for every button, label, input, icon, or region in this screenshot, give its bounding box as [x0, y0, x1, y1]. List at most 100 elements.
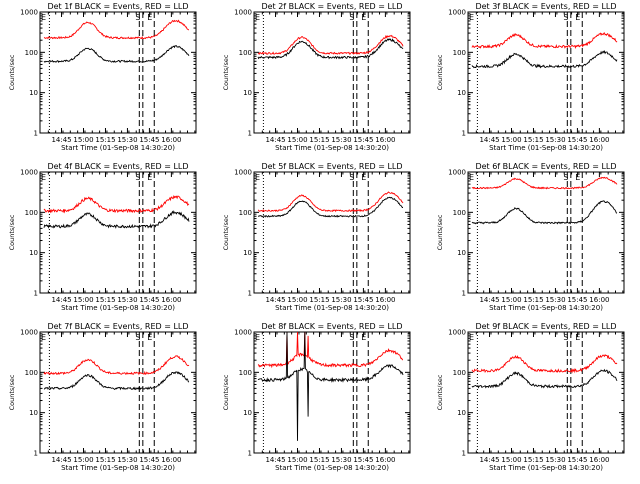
- y-axis-label: Counts/sec: [8, 54, 16, 90]
- series-line-events: [471, 49, 618, 69]
- y-axis-label: Counts/sec: [8, 374, 16, 410]
- x-tick-label: 15:45: [567, 296, 587, 304]
- marker-label-e: E: [361, 333, 366, 342]
- x-tick-label: 15:00: [73, 296, 93, 304]
- panel-det-7f: Det 7f BLACK = Events, RED = LLD 1 10 100 10…: [8, 322, 197, 472]
- marker-label-left: E: [255, 333, 260, 342]
- y-tick-label: 10: [243, 89, 252, 97]
- x-tick-label: 15:00: [287, 456, 307, 464]
- x-tick-label: 15:30: [331, 136, 351, 144]
- series-line-lld: [471, 353, 618, 374]
- series-line-events: [471, 368, 618, 389]
- x-tick-label: 15:45: [139, 296, 159, 304]
- x-tick-label: 16:00: [375, 456, 395, 464]
- marker-label-left: E: [41, 13, 46, 22]
- series-line-events: [257, 331, 404, 441]
- y-tick-label: 10: [29, 409, 38, 417]
- x-tick-label: 15:15: [95, 136, 115, 144]
- y-axis-label: Counts/sec: [222, 54, 230, 90]
- y-tick-label: 1: [34, 130, 38, 138]
- y-tick-label: 1000: [448, 169, 466, 177]
- x-tick-label: 15:00: [287, 136, 307, 144]
- panel-title: Det 6f BLACK = Events, RED = LLD: [475, 162, 616, 171]
- x-tick-label: 15:00: [501, 456, 521, 464]
- y-tick-label: 10: [243, 409, 252, 417]
- x-tick-label: 15:00: [73, 456, 93, 464]
- marker-label-s: S: [349, 333, 354, 342]
- plot-frame: [467, 331, 625, 454]
- y-tick-label: 100: [25, 49, 38, 57]
- marker-label-left: E: [469, 333, 474, 342]
- y-axis-label: Counts/sec: [436, 374, 444, 410]
- x-tick-label: 15:00: [501, 296, 521, 304]
- x-tick-label: 14:45: [479, 136, 499, 144]
- x-axis-label: Start Time (01-Sep-08 14:30:20): [489, 144, 603, 152]
- x-tick-label: 15:15: [95, 456, 115, 464]
- marker-label-left: E: [255, 173, 260, 182]
- y-tick-label: 1000: [234, 329, 252, 337]
- y-tick-label: 1000: [448, 329, 466, 337]
- y-tick-label: 100: [453, 209, 466, 217]
- y-tick-label: 1000: [20, 169, 38, 177]
- x-axis-label: Start Time (01-Sep-08 14:30:20): [275, 304, 389, 312]
- panel-title: Det 8f BLACK = Events, RED = LLD: [261, 322, 402, 331]
- x-tick-label: 16:00: [161, 296, 181, 304]
- series-line-events: [471, 200, 618, 225]
- marker-label-s: S: [349, 13, 354, 22]
- y-tick-label: 1: [248, 450, 252, 458]
- series-line-lld: [471, 32, 618, 49]
- x-tick-label: 15:45: [567, 136, 587, 144]
- marker-label-e: E: [147, 333, 152, 342]
- x-tick-label: 14:45: [51, 456, 71, 464]
- series-line-events: [43, 210, 190, 229]
- y-tick-label: 100: [239, 49, 252, 57]
- marker-label-left: E: [469, 13, 474, 22]
- plot-frame: [39, 331, 197, 454]
- panel-title: Det 5f BLACK = Events, RED = LLD: [261, 162, 402, 171]
- y-tick-label: 100: [239, 209, 252, 217]
- panel-det-4f: Det 4f BLACK = Events, RED = LLD 1 10 100 10…: [8, 162, 197, 312]
- marker-label-e: E: [575, 13, 580, 22]
- x-tick-label: 15:30: [117, 296, 137, 304]
- y-tick-label: 10: [243, 249, 252, 257]
- x-tick-label: 14:45: [265, 456, 285, 464]
- x-axis-label: Start Time (01-Sep-08 14:30:20): [61, 464, 175, 472]
- panel-title: Det 3f BLACK = Events, RED = LLD: [475, 2, 616, 11]
- plot-frame: [39, 11, 197, 134]
- marker-label-e: E: [147, 173, 152, 182]
- x-tick-label: 16:00: [161, 136, 181, 144]
- y-tick-label: 1: [248, 290, 252, 298]
- x-tick-label: 16:00: [161, 456, 181, 464]
- series-line-lld: [43, 19, 190, 40]
- x-tick-label: 15:30: [545, 136, 565, 144]
- series-line-lld: [471, 176, 618, 190]
- x-tick-label: 16:00: [589, 456, 609, 464]
- plot-frame: [39, 171, 197, 294]
- panel-det-5f: Det 5f BLACK = Events, RED = LLD 1 10 100 10…: [222, 162, 411, 312]
- x-tick-label: 15:45: [353, 136, 373, 144]
- x-tick-label: 15:45: [139, 136, 159, 144]
- series-line-lld: [43, 195, 190, 214]
- y-tick-label: 1: [462, 130, 466, 138]
- y-axis-label: Counts/sec: [436, 214, 444, 250]
- x-tick-label: 16:00: [375, 136, 395, 144]
- x-tick-label: 15:00: [73, 136, 93, 144]
- x-tick-label: 15:15: [523, 296, 543, 304]
- y-tick-label: 1000: [234, 169, 252, 177]
- panel-title: Det 2f BLACK = Events, RED = LLD: [261, 2, 402, 11]
- marker-label-e: E: [575, 333, 580, 342]
- x-tick-label: 15:30: [117, 136, 137, 144]
- series-line-events: [43, 45, 190, 63]
- x-tick-label: 15:45: [353, 456, 373, 464]
- marker-label-e: E: [147, 13, 152, 22]
- y-tick-label: 1000: [20, 9, 38, 17]
- y-tick-label: 100: [453, 369, 466, 377]
- x-tick-label: 15:15: [309, 456, 329, 464]
- x-tick-label: 15:15: [309, 136, 329, 144]
- y-tick-label: 10: [457, 409, 466, 417]
- y-tick-label: 1: [248, 130, 252, 138]
- x-tick-label: 16:00: [589, 136, 609, 144]
- y-tick-label: 100: [239, 369, 252, 377]
- y-tick-label: 10: [457, 89, 466, 97]
- x-axis-label: Start Time (01-Sep-08 14:30:20): [489, 304, 603, 312]
